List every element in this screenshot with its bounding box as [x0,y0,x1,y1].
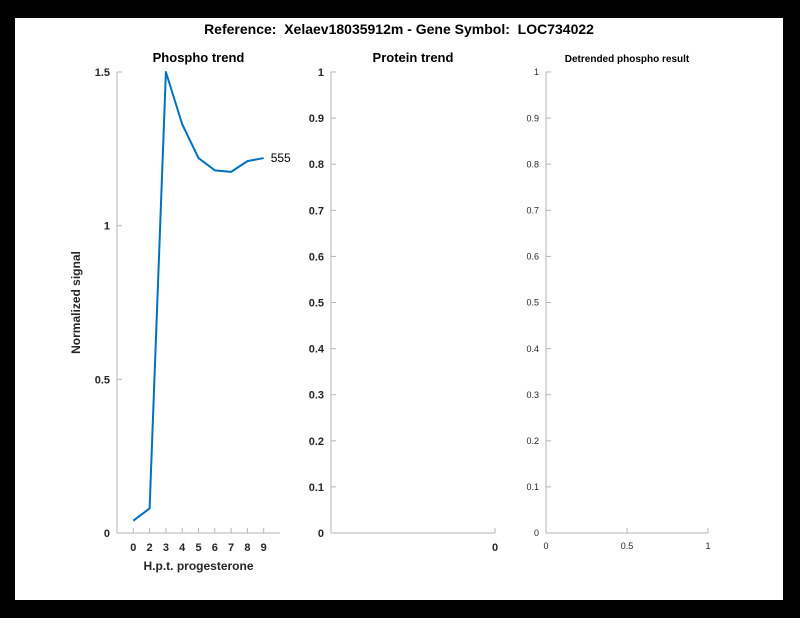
plot-title: Detrended phospho result [565,54,690,65]
y-tick-label: 0.6 [526,252,539,262]
y-axis-label: Normalized signal [69,251,83,354]
x-axis-label: H.p.t. progesterone [143,559,253,573]
y-tick-label: 0.3 [526,390,539,400]
x-tick-label: 7 [228,542,234,554]
y-tick-label: 1.5 [95,67,110,79]
y-tick-label: 0.9 [309,113,324,125]
y-tick-label: 0.2 [526,436,539,446]
x-tick-label: 8 [244,542,250,554]
y-tick-label: 0.7 [526,206,539,216]
series-end-label: 555 [271,151,291,165]
y-tick-label: 0.2 [309,436,324,448]
y-tick-label: 0.6 [309,251,324,263]
x-tick-label: 0.5 [621,541,634,551]
protein-trend-subplot: 0 0.1 0.2 0.3 0.4 0.5 0.6 0.7 0.8 0.9 1 0 Protein tr… [309,50,498,554]
y-tick-label: 1 [318,67,324,79]
x-tick-label: 4 [179,542,186,554]
y-tick-label: 1 [104,221,110,233]
figure-canvas: Reference: Xelaev18035912m - Gene Symbol… [15,18,783,600]
figure-title: Reference: Xelaev18035912m - Gene Symbol… [204,21,594,37]
y-tick-label: 0.4 [526,344,539,354]
y-tick-label: 1 [534,67,539,77]
x-tick-label: 6 [212,542,218,554]
x-tick-label: 3 [163,542,169,554]
y-tick-label: 0.1 [526,482,539,492]
y-tick-label: 0.8 [526,159,539,169]
y-tick-label: 0.3 [309,390,324,402]
x-tick-label: 0 [492,542,498,554]
x-tick-label: 1 [705,541,710,551]
detrended-phospho-result-subplot: 0 0.1 0.2 0.3 0.4 0.5 0.6 0.7 0.8 0.9 1 0 0.5 1 Detren… [526,54,710,551]
y-tick-label: 0 [534,528,539,538]
x-tick-label: 5 [195,542,201,554]
y-tick-label: 0.1 [309,482,324,494]
y-tick-label: 0.5 [95,374,110,386]
y-tick-label: 0.8 [309,159,324,171]
y-tick-label: 0.5 [526,298,539,308]
trend-line [132,71,264,522]
y-tick-label: 0.7 [309,205,324,217]
x-tick-label: 2 [147,542,153,554]
y-tick-label: 0.9 [526,113,539,123]
plot-title: Protein trend [373,50,454,65]
y-tick-label: 0.5 [309,297,324,309]
x-tick-label: 9 [261,542,267,554]
y-tick-label: 0 [104,528,110,540]
x-tick-label: 0 [543,541,548,551]
plot-title: Phospho trend [153,50,245,65]
y-tick-label: 0 [318,528,324,540]
y-tick-label: 0.4 [309,344,325,356]
x-tick-label: 0 [130,542,136,554]
